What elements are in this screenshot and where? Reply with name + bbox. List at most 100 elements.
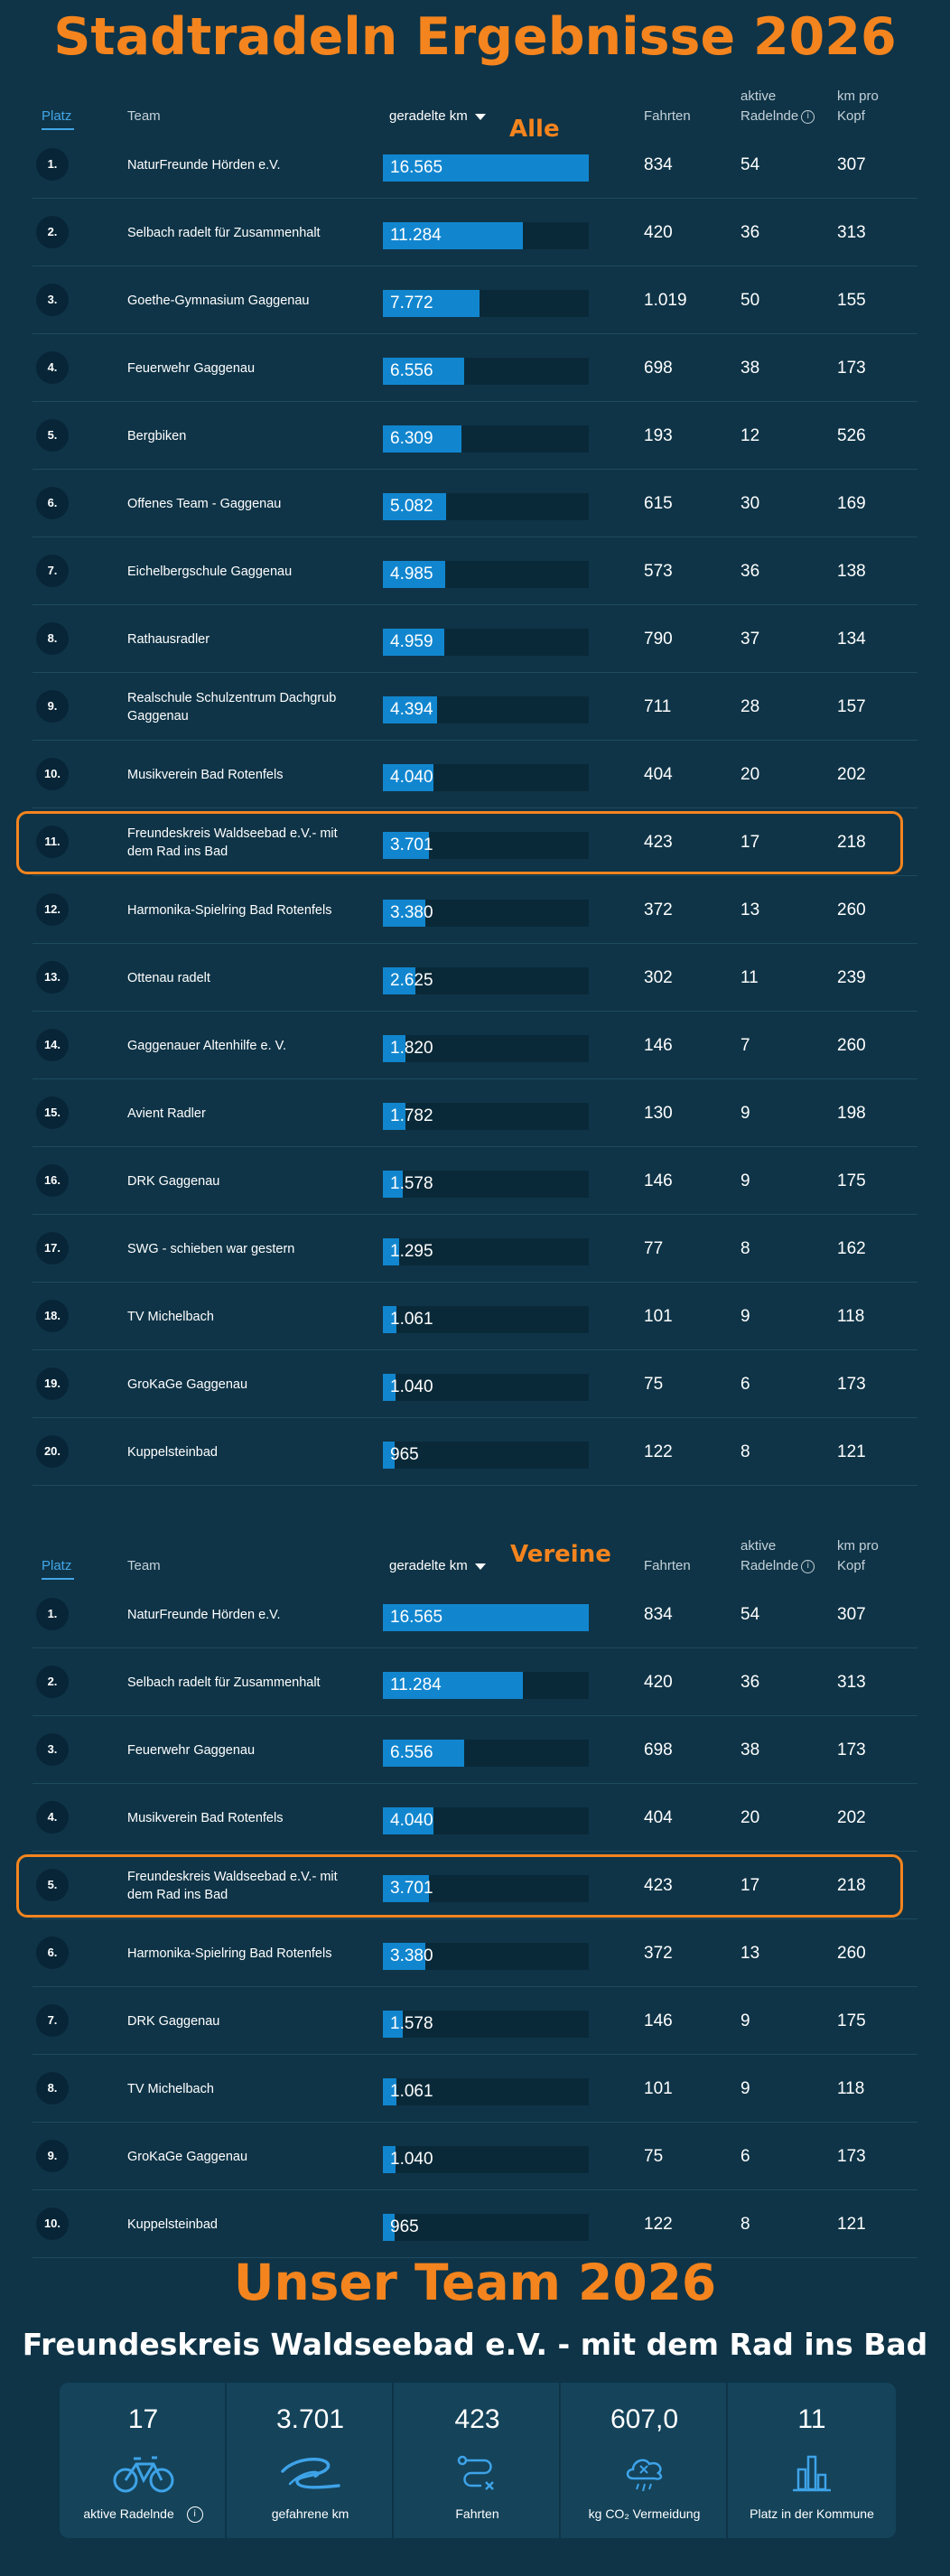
- team-name-cell[interactable]: Kuppelsteinbad: [127, 2217, 218, 2232]
- table-row[interactable]: 6. Harmonika-Spielring Bad Rotenfels 3.380…: [0, 1919, 950, 1987]
- table-row[interactable]: 16. DRK Gaggenau 1.578 146 9 175: [0, 1147, 950, 1215]
- team-name-cell[interactable]: NaturFreunde Hörden e.V.: [127, 1607, 281, 1622]
- km-bar: 1.040: [383, 2146, 589, 2173]
- column-fahrten[interactable]: Fahrten: [644, 1558, 691, 1573]
- rank-badge: 8.: [36, 2072, 69, 2105]
- team-name-cell[interactable]: DRK Gaggenau: [127, 1173, 220, 1189]
- column-fahrten[interactable]: Fahrten: [644, 108, 691, 124]
- column-kmpro-line2: Kopf: [837, 108, 865, 124]
- table-row[interactable]: 4. Musikverein Bad Rotenfels 4.040 404 20 202: [0, 1784, 950, 1852]
- column-aktive[interactable]: aktive Radelnde i: [740, 87, 840, 126]
- column-km[interactable]: geradelte km: [389, 1556, 486, 1576]
- column-km[interactable]: geradelte km: [389, 107, 486, 126]
- fahrten-value: 1.019: [644, 291, 687, 310]
- table-row[interactable]: 10. Musikverein Bad Rotenfels 4.040 404 20 20…: [0, 741, 950, 808]
- km-bar-fill: [383, 900, 425, 927]
- team-name-cell[interactable]: Realschule Schulzentrum Dachgrub Gaggena…: [127, 690, 337, 723]
- table-row[interactable]: 2. Selbach radelt für Zusammenhalt 11.284 4…: [0, 1648, 950, 1716]
- team-name-cell[interactable]: Selbach radelt für Zusammenhalt: [127, 1675, 321, 1690]
- table-row[interactable]: 1. NaturFreunde Hörden e.V. 16.565 834 54 307: [0, 131, 950, 199]
- row-divider: [33, 1783, 917, 1784]
- kmpro-value: 239: [837, 968, 866, 987]
- table-row[interactable]: 6. Offenes Team - Gaggenau 5.082 615 30 169: [0, 470, 950, 537]
- column-aktive[interactable]: aktive Radelnde i: [740, 1536, 840, 1576]
- row-divider: [33, 604, 917, 605]
- column-kmpro[interactable]: km pro Kopf: [837, 87, 909, 126]
- team-name-cell[interactable]: Gaggenauer Altenhilfe e. V.: [127, 1038, 287, 1053]
- km-bar-fill: [383, 764, 433, 791]
- rank-badge: 3.: [36, 284, 69, 316]
- column-platz[interactable]: Platz: [42, 107, 75, 130]
- aktive-value: 6: [740, 2147, 750, 2166]
- team-name-cell[interactable]: Ottenau radelt: [127, 970, 210, 985]
- team-name-cell[interactable]: Eichelbergschule Gaggenau: [127, 564, 293, 579]
- team-name-cell[interactable]: GroKaGe Gaggenau: [127, 2149, 248, 2164]
- row-divider: [33, 807, 917, 808]
- table-row[interactable]: 11. Freundeskreis Waldseebad e.V.- mit de…: [0, 808, 950, 876]
- team-name-cell[interactable]: NaturFreunde Hörden e.V.: [127, 157, 281, 173]
- table-row[interactable]: 13. Ottenau radelt 2.625 302 11 239: [0, 944, 950, 1012]
- aktive-value: 30: [740, 494, 760, 513]
- row-divider: [33, 2054, 917, 2055]
- team-name-cell[interactable]: DRK Gaggenau: [127, 2013, 220, 2029]
- table-row[interactable]: 12. Harmonika-Spielring Bad Rotenfels 3.38…: [0, 876, 950, 944]
- team-name-cell[interactable]: Selbach radelt für Zusammenhalt: [127, 225, 321, 240]
- team-name-cell[interactable]: Harmonika-Spielring Bad Rotenfels: [127, 902, 332, 918]
- team-name-cell[interactable]: Freundeskreis Waldseebad e.V.- mit dem R…: [127, 1869, 338, 1902]
- column-team[interactable]: Team: [127, 108, 161, 124]
- team-name-cell[interactable]: TV Michelbach: [127, 2081, 214, 2096]
- table-row[interactable]: 18. TV Michelbach 1.061 101 9 118: [0, 1283, 950, 1350]
- table-row[interactable]: 9. Realschule Schulzentrum Dachgrub Gagge…: [0, 673, 950, 741]
- table-row[interactable]: 9. GroKaGe Gaggenau 1.040 75 6 173: [0, 2123, 950, 2190]
- column-platz[interactable]: Platz: [42, 1556, 75, 1580]
- aktive-value: 12: [740, 426, 760, 445]
- table-row[interactable]: 15. Avient Radler 1.782 130 9 198: [0, 1079, 950, 1147]
- table-row[interactable]: 4. Feuerwehr Gaggenau 6.556 698 38 173: [0, 334, 950, 402]
- table-row[interactable]: 10. Kuppelsteinbad 965 122 8 121: [0, 2190, 950, 2258]
- fahrten-value: 193: [644, 426, 673, 445]
- column-kmpro[interactable]: km pro Kopf: [837, 1536, 909, 1576]
- info-icon[interactable]: i: [801, 1559, 815, 1573]
- table-row[interactable]: 17. SWG - schieben war gestern 1.295 77 8 162: [0, 1215, 950, 1283]
- table-row[interactable]: 19. GroKaGe Gaggenau 1.040 75 6 173: [0, 1350, 950, 1418]
- table-row[interactable]: 8. TV Michelbach 1.061 101 9 118: [0, 2055, 950, 2123]
- team-name-cell[interactable]: Offenes Team - Gaggenau: [127, 496, 282, 511]
- table-row[interactable]: 7. Eichelbergschule Gaggenau 4.985 573 36 138: [0, 537, 950, 605]
- team-name-cell[interactable]: SWG - schieben war gestern: [127, 1241, 295, 1256]
- team-name-cell[interactable]: Harmonika-Spielring Bad Rotenfels: [127, 1946, 332, 1961]
- team-name-cell[interactable]: Avient Radler: [127, 1106, 206, 1121]
- team-name-cell[interactable]: TV Michelbach: [127, 1309, 214, 1324]
- table-row[interactable]: 1. NaturFreunde Hörden e.V. 16.565 834 54 307: [0, 1581, 950, 1648]
- team-name-cell[interactable]: Bergbiken: [127, 428, 187, 443]
- team-name-cell[interactable]: GroKaGe Gaggenau: [127, 1377, 248, 1392]
- km-value: 965: [390, 1445, 419, 1464]
- team-name-cell[interactable]: Goethe-Gymnasium Gaggenau: [127, 293, 310, 308]
- table-row[interactable]: 3. Feuerwehr Gaggenau 6.556 698 38 173: [0, 1716, 950, 1784]
- info-icon[interactable]: i: [801, 109, 815, 124]
- table-row[interactable]: 20. Kuppelsteinbad 965 122 8 121: [0, 1418, 950, 1486]
- team-name-cell[interactable]: Freundeskreis Waldseebad e.V.- mit dem R…: [127, 826, 338, 859]
- team-name-cell[interactable]: Feuerwehr Gaggenau: [127, 360, 256, 376]
- table-row[interactable]: 5. Freundeskreis Waldseebad e.V.- mit dem…: [0, 1852, 950, 1919]
- table-row[interactable]: 8. Rathausradler 4.959 790 37 134: [0, 605, 950, 673]
- table-row[interactable]: 7. DRK Gaggenau 1.578 146 9 175: [0, 1987, 950, 2055]
- team-name-cell[interactable]: Feuerwehr Gaggenau: [127, 1742, 256, 1758]
- column-aktive-line1: aktive: [740, 89, 777, 104]
- info-icon[interactable]: i: [186, 2506, 203, 2524]
- team-name-cell[interactable]: Musikverein Bad Rotenfels: [127, 1810, 284, 1825]
- aktive-value: 37: [740, 630, 760, 649]
- team-name-cell[interactable]: Kuppelsteinbad: [127, 1444, 218, 1460]
- team-name-cell[interactable]: Musikverein Bad Rotenfels: [127, 767, 284, 782]
- column-team[interactable]: Team: [127, 1558, 161, 1573]
- table-row[interactable]: 3. Goethe-Gymnasium Gaggenau 7.772 1.019 50 1…: [0, 266, 950, 334]
- kmpro-value: 118: [837, 2079, 865, 2098]
- stat-card-platz: 11 Platz in der Kommune: [728, 2383, 896, 2538]
- table-row[interactable]: 14. Gaggenauer Altenhilfe e. V. 1.820 146 7 2…: [0, 1012, 950, 1079]
- row-divider: [33, 1146, 917, 1147]
- table-row[interactable]: 5. Bergbiken 6.309 193 12 526: [0, 402, 950, 470]
- km-bar-fill: [383, 1604, 589, 1631]
- rank-badge: 20.: [36, 1435, 69, 1468]
- table-row[interactable]: 2. Selbach radelt für Zusammenhalt 11.284 4…: [0, 199, 950, 266]
- route-icon: [457, 2455, 494, 2490]
- team-name-cell[interactable]: Rathausradler: [127, 631, 210, 647]
